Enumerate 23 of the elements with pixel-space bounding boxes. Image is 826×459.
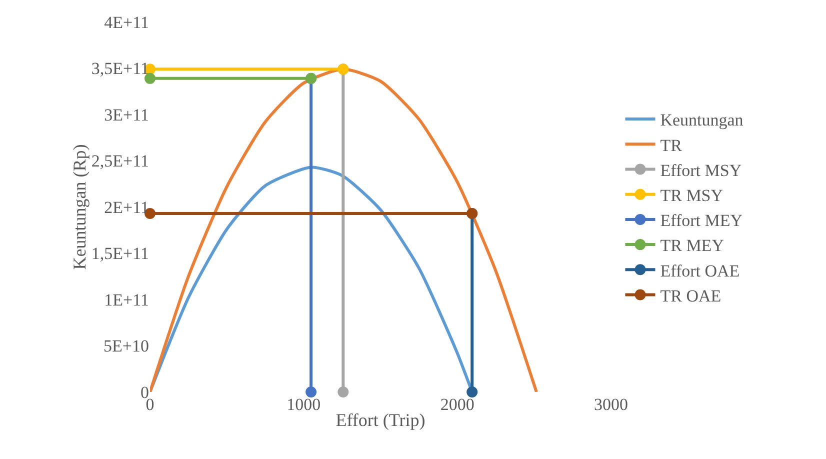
- legend-label: TR: [660, 136, 683, 155]
- point: [306, 386, 317, 398]
- y-tick-label: 2E+11: [104, 198, 149, 217]
- y-tick-label: 1,5E+11: [91, 244, 149, 264]
- legend-label: Effort MSY: [660, 160, 742, 180]
- y-tick-label: 1E+11: [104, 290, 149, 310]
- legend-label: Keuntungan: [660, 110, 744, 130]
- legend-label: TR MSY: [660, 186, 724, 205]
- legend-label: Effort MEY: [660, 211, 743, 230]
- point: [338, 386, 349, 398]
- y-tick-label: 3E+11: [104, 105, 149, 124]
- y-tick-label: 2,5E+11: [91, 152, 149, 171]
- x-tick-label: 1000: [286, 395, 321, 414]
- y-tick-label: 4E+11: [104, 12, 149, 32]
- x-tick-label: 3000: [594, 395, 628, 414]
- legend-label: Effort OAE: [660, 261, 740, 280]
- x-axis-title: Effort (Trip): [336, 410, 426, 430]
- x-tick-label: 2000: [440, 395, 474, 414]
- legend-label: TR OAE: [660, 286, 722, 306]
- y-axis-title: Keuntungan (Rp): [69, 144, 90, 270]
- legend-label: TR MEY: [660, 236, 724, 256]
- y-tick-label: 5E+10: [104, 336, 149, 356]
- point: [466, 386, 478, 398]
